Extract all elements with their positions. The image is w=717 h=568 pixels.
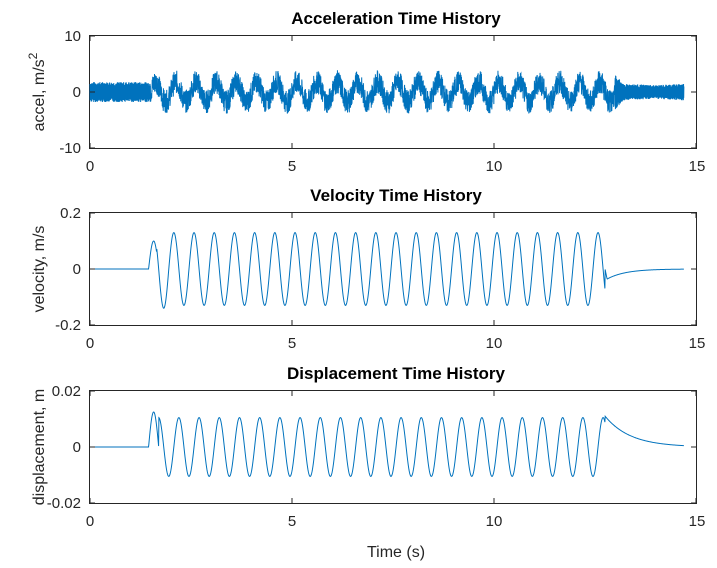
y-axis-label: accel, m/s2 bbox=[26, 52, 48, 131]
chart-title: Velocity Time History bbox=[310, 186, 482, 205]
panel-velocity: Velocity Time History 0.2 0 -0.2 0 5 10 … bbox=[31, 186, 705, 352]
data-series bbox=[90, 411, 684, 477]
panel-acceleration: Acceleration Time History 10 0 -10 0 5 1… bbox=[26, 9, 705, 175]
velocity-line bbox=[90, 232, 684, 309]
tick-marks bbox=[89, 35, 697, 149]
x-tick-label: 10 bbox=[486, 158, 503, 175]
y-tick-label: 0 bbox=[73, 439, 81, 456]
x-tick-label: 0 bbox=[86, 513, 94, 530]
acceleration-line bbox=[89, 70, 685, 114]
y-tick-label: -0.02 bbox=[47, 495, 81, 512]
x-tick-label: 5 bbox=[288, 158, 296, 175]
x-tick-label: 15 bbox=[689, 335, 706, 352]
y-axis-label: velocity, m/s bbox=[31, 226, 48, 313]
panel-displacement: Displacement Time History 0.02 0 -0.02 0… bbox=[31, 364, 705, 561]
x-tick-label: 10 bbox=[486, 335, 503, 352]
y-axis-label: displacement, m bbox=[31, 389, 48, 506]
y-axis-label-superscript: 2 bbox=[26, 52, 40, 59]
axes-frame bbox=[89, 212, 697, 326]
data-series bbox=[90, 232, 684, 309]
chart-title: Acceleration Time History bbox=[291, 9, 501, 28]
y-tick-label: 0 bbox=[73, 84, 81, 101]
x-axis-label: Time (s) bbox=[367, 544, 425, 561]
chart-title: Displacement Time History bbox=[287, 364, 505, 383]
x-tick-label: 15 bbox=[689, 513, 706, 530]
tick-marks bbox=[89, 212, 697, 326]
axes-frame bbox=[89, 390, 697, 504]
x-tick-label: 0 bbox=[86, 335, 94, 352]
data-series bbox=[89, 70, 685, 114]
tick-marks bbox=[89, 390, 697, 504]
axes-frame bbox=[89, 35, 697, 149]
y-tick-label: -0.2 bbox=[55, 317, 81, 334]
y-tick-label: 0 bbox=[73, 261, 81, 278]
x-tick-label: 10 bbox=[486, 513, 503, 530]
y-axis-label-text: accel, m/s bbox=[31, 59, 48, 131]
y-tick-label: -10 bbox=[59, 140, 81, 157]
x-tick-label: 0 bbox=[86, 158, 94, 175]
displacement-line bbox=[90, 411, 684, 477]
y-tick-label: 10 bbox=[64, 28, 81, 45]
x-tick-label: 5 bbox=[288, 335, 296, 352]
x-tick-label: 15 bbox=[689, 158, 706, 175]
y-tick-label: 0.2 bbox=[60, 205, 81, 222]
x-tick-label: 5 bbox=[288, 513, 296, 530]
y-tick-label: 0.02 bbox=[52, 383, 81, 400]
